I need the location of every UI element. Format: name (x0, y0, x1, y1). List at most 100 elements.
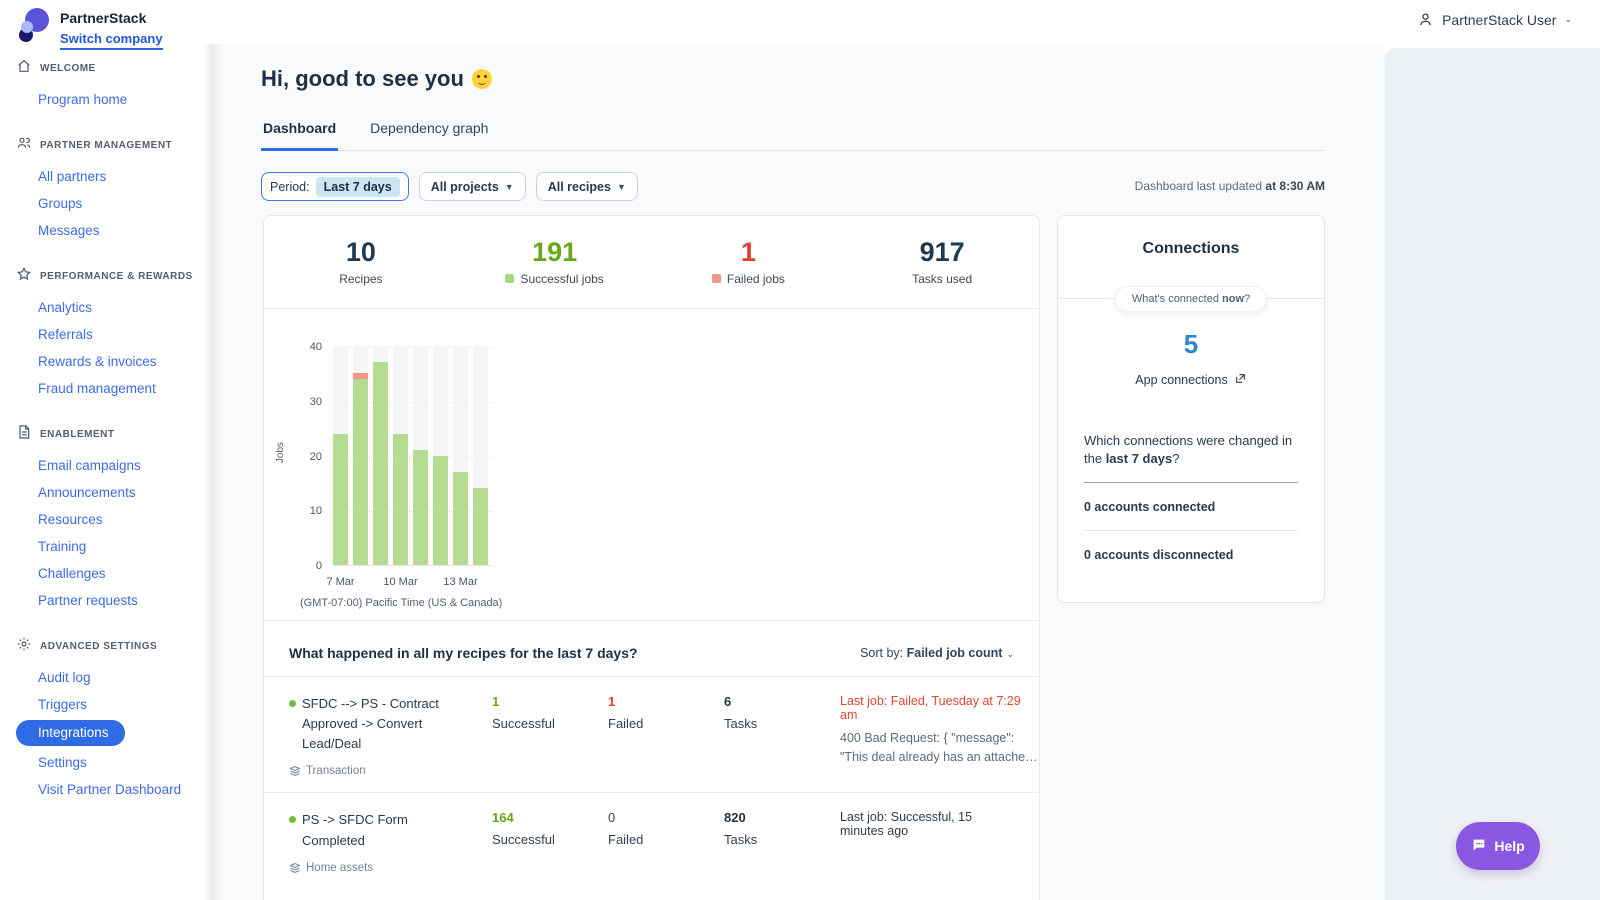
failed-col-label: Failed (608, 832, 644, 848)
tasks-col-value: 6 (724, 694, 732, 709)
successful-col-value: 164 (492, 810, 514, 826)
last-updated-text: Dashboard last updated at 8:30 AM (1134, 179, 1325, 193)
sidebar-section-partner-management: PARTNER MANAGEMENT All partners Groups Mess… (16, 135, 205, 244)
external-link-icon (1234, 372, 1247, 388)
sort-by-control[interactable]: Sort by: Failed job count ⌄ (860, 646, 1014, 660)
help-button[interactable]: Help (1456, 822, 1540, 870)
period-label: Period: (270, 179, 310, 194)
status-dot-icon (289, 700, 296, 707)
chart-ytick-label: 40 (309, 341, 322, 353)
recipe-row[interactable]: SFDC --> PS - Contract Approved -> Conve… (264, 677, 1039, 792)
stat-value: 1 (740, 236, 756, 267)
stat-successful-jobs: 191 Successful jobs (458, 216, 652, 308)
chart-ytick-label: 20 (309, 450, 322, 463)
app-connections-link[interactable]: App connections (1058, 372, 1324, 388)
tab-bar: Dashboard Dependency graph (261, 120, 1325, 151)
recipes-filter[interactable]: All recipes ▼ (535, 172, 638, 201)
sidebar-section-welcome: WELCOME Program home (16, 58, 205, 113)
chevron-down-icon: ⌄ (1006, 649, 1014, 659)
chart-bar-successful[interactable] (393, 433, 408, 565)
sidebar-section-label: ENABLEMENT (40, 428, 115, 440)
tab-dashboard[interactable]: Dashboard (261, 120, 339, 151)
tab-dependency-graph[interactable]: Dependency graph (370, 120, 489, 136)
last-job-cell: Last job: Failed, Tuesday at 7:29 am 400 … (840, 694, 1040, 777)
legend-swatch-icon (711, 274, 721, 283)
sidebar-item-triggers[interactable]: Triggers (38, 697, 88, 712)
successful-col-label: Successful (492, 716, 555, 731)
connections-question: Which connections were changed in the la… (1084, 433, 1293, 467)
sidebar-item-announcements[interactable]: Announcements (38, 485, 136, 500)
chart-bar-successful[interactable] (373, 362, 388, 565)
sidebar-item-analytics[interactable]: Analytics (38, 300, 93, 315)
chart-bar-successful[interactable] (473, 488, 488, 565)
projects-filter[interactable]: All projects ▼ (418, 172, 526, 201)
chart-bar-track (413, 346, 428, 565)
top-bar: PartnerStack Switch company PartnerStack… (0, 0, 1600, 50)
chart-bar-track (473, 346, 488, 565)
chart-ylabel: Jobs (275, 441, 287, 464)
gear-icon (16, 636, 32, 657)
sidebar-links-welcome: Program home (16, 86, 205, 113)
sidebar-item-training[interactable]: Training (38, 539, 87, 554)
tasks-col-label: Tasks (724, 716, 758, 731)
sidebar-item-groups[interactable]: Groups (38, 196, 83, 211)
sidebar-section-performance-rewards: PERFORMANCE & REWARDS Analytics Referrals R… (16, 266, 205, 402)
chart-bar-successful[interactable] (353, 378, 368, 565)
chart-bar-successful[interactable] (413, 450, 428, 565)
tasks-col: 820 Tasks (724, 810, 840, 873)
sidebar-item-fraud-management[interactable]: Fraud management (38, 381, 156, 396)
recipe-row[interactable]: PS -> SFDC Form Completed Home assets 164 S… (264, 792, 1039, 888)
recipe-project-tag: Home assets (289, 862, 492, 874)
user-menu[interactable]: PartnerStack User ⌄ (1417, 11, 1572, 28)
switch-company-link[interactable]: Switch company (60, 31, 163, 50)
partnerstack-logo-icon (16, 8, 50, 44)
sidebar-item-email-campaigns[interactable]: Email campaigns (38, 458, 141, 473)
period-filter[interactable]: Period: Last 7 days (261, 172, 409, 201)
jobs-chart: Jobs 0 10 20 30 40 7 Mar 10 Mar 13 Mar (GMT-07… (264, 309, 1039, 621)
chart-bar-failed[interactable] (353, 373, 368, 379)
stat-label: Failed jobs (711, 272, 785, 286)
sidebar-item-resources[interactable]: Resources (38, 512, 103, 527)
chart-bar-track (453, 346, 468, 565)
tasks-col: 6 Tasks (724, 694, 840, 777)
chart-bar-successful[interactable] (433, 455, 448, 565)
stat-label: Successful jobs (505, 272, 604, 286)
stat-recipes: 10 Recipes (264, 216, 458, 308)
sidebar-links-advanced-settings: Audit log Triggers Integrations Settings Vis… (16, 664, 205, 803)
sidebar-item-partner-requests[interactable]: Partner requests (38, 593, 138, 608)
recipes-list-title: What happened in all my recipes for the … (289, 645, 638, 661)
dashboard-card: 10 Recipes 191 Successful jobs 1 Failed jobs 9… (263, 215, 1040, 900)
chevron-down-icon: ⌄ (1564, 14, 1572, 24)
sidebar-item-audit-log[interactable]: Audit log (38, 670, 91, 685)
sidebar-links-partner-management: All partners Groups Messages (16, 163, 205, 244)
sidebar-section-label: WELCOME (40, 62, 96, 74)
sidebar-section-header-enablement: ENABLEMENT (16, 424, 205, 444)
chart-bar-track (433, 346, 448, 565)
period-value-chip: Last 7 days (315, 176, 400, 197)
filter-bar: Period: Last 7 days All projects ▼ All r… (261, 172, 638, 201)
document-icon (16, 424, 32, 445)
sidebar-item-challenges[interactable]: Challenges (38, 566, 106, 581)
caret-down-icon: ▼ (616, 181, 626, 192)
sidebar-item-integrations[interactable]: Integrations (16, 720, 125, 746)
sidebar-item-messages[interactable]: Messages (38, 223, 100, 238)
sidebar-item-all-partners[interactable]: All partners (38, 169, 107, 184)
chart-bar-track (353, 346, 368, 565)
stat-tasks-used: 917 Tasks used (845, 216, 1039, 308)
recipes-list: SFDC --> PS - Contract Approved -> Conve… (264, 676, 1039, 889)
embed-scrollbar[interactable] (205, 44, 221, 900)
sidebar-item-program-home[interactable]: Program home (38, 92, 128, 107)
successful-col-label: Successful (492, 832, 555, 848)
sidebar-item-settings[interactable]: Settings (38, 755, 87, 770)
recipe-name-cell: SFDC --> PS - Contract Approved -> Conve… (289, 694, 492, 777)
sidebar-item-rewards-invoices[interactable]: Rewards & invoices (38, 354, 157, 369)
chart-bar-successful[interactable] (453, 471, 468, 565)
chart-bar-successful[interactable] (333, 433, 348, 565)
sidebar-item-visit-partner-dashboard[interactable]: Visit Partner Dashboard (38, 782, 182, 797)
sidebar-section-header-partner-management: PARTNER MANAGEMENT (16, 135, 205, 155)
successful-col: 1 Successful (492, 694, 608, 777)
sidebar-item-referrals[interactable]: Referrals (38, 327, 93, 342)
stats-row: 10 Recipes 191 Successful jobs 1 Failed jobs 9… (264, 216, 1039, 309)
sidebar-section-enablement: ENABLEMENT Email campaigns Announcements Re… (16, 424, 205, 614)
